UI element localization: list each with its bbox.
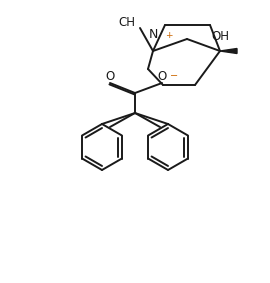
Text: +: + (165, 31, 173, 40)
Text: O: O (105, 70, 115, 83)
Polygon shape (220, 48, 237, 53)
Text: −: − (170, 71, 178, 81)
Text: OH: OH (211, 29, 229, 42)
Text: CH: CH (119, 16, 136, 29)
Text: N: N (148, 29, 158, 42)
Text: O: O (157, 70, 167, 83)
